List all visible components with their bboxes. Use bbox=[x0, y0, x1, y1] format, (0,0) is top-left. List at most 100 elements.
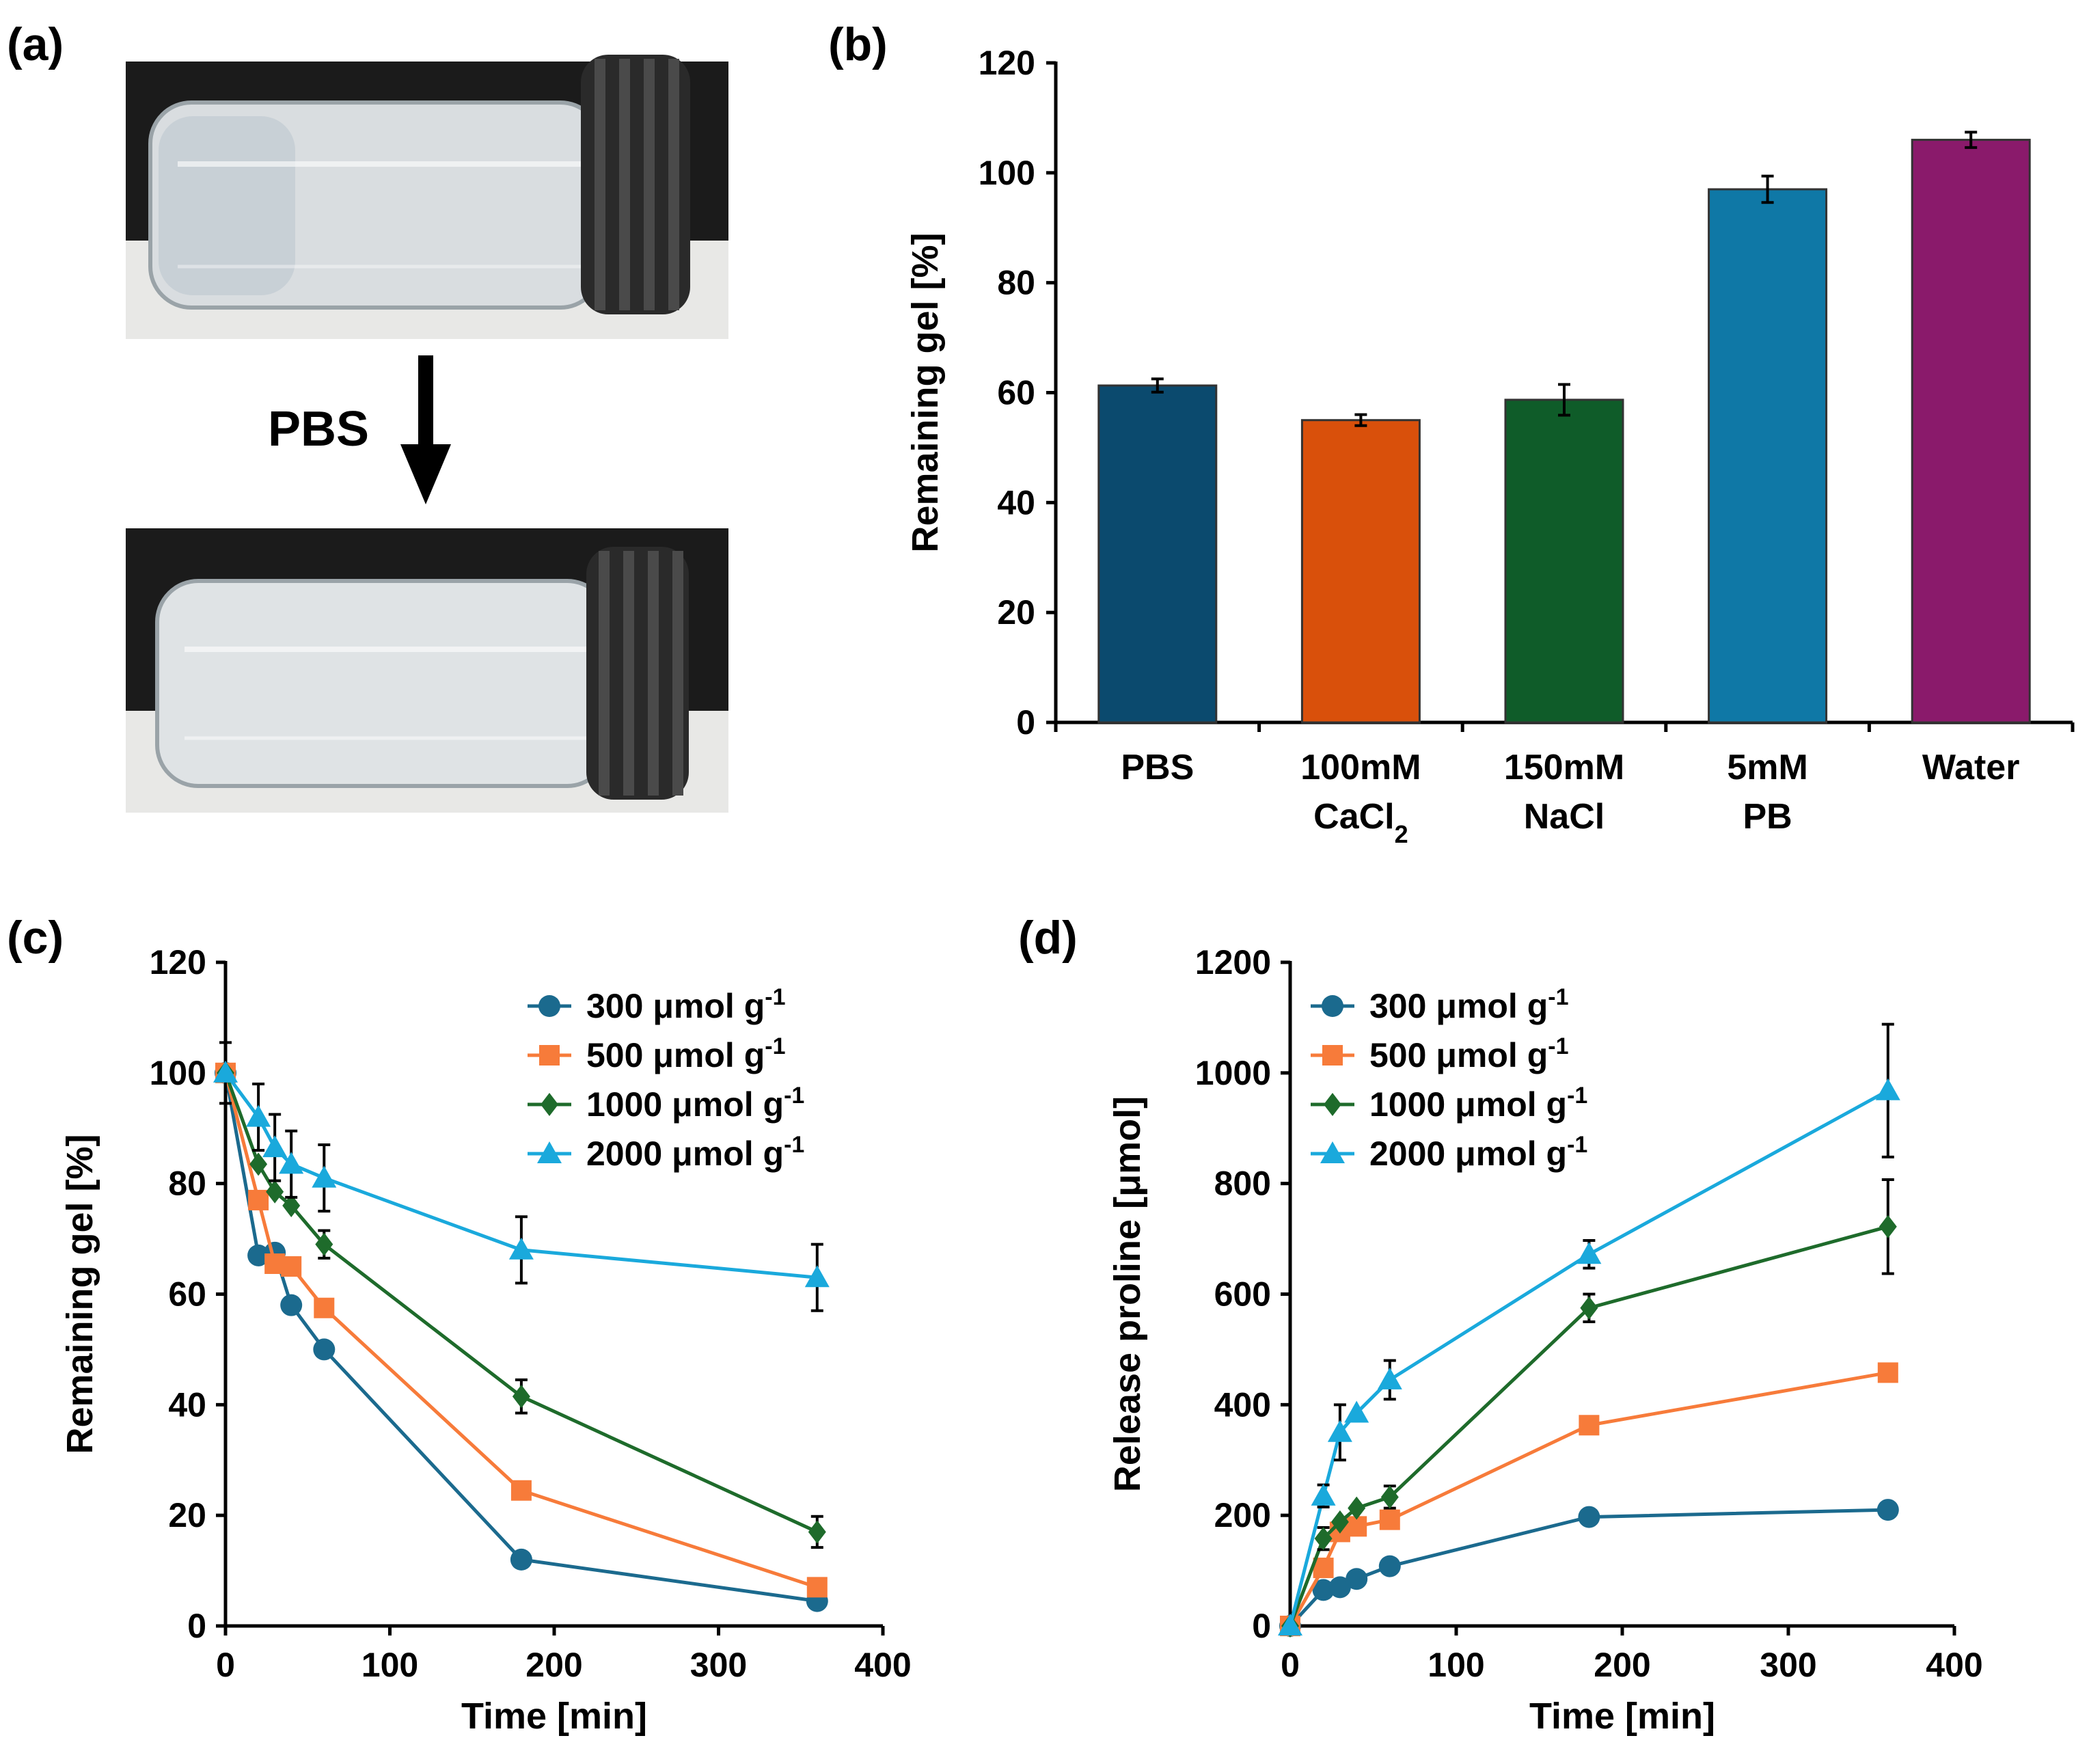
marker-triangle bbox=[312, 1165, 337, 1188]
series-1000 bbox=[1281, 1178, 1897, 1638]
panel-label-d: (d) bbox=[1018, 912, 1078, 964]
bar bbox=[1504, 398, 1624, 724]
marker-diamond bbox=[1879, 1215, 1897, 1238]
x-tick-label: 300 bbox=[690, 1646, 747, 1684]
bar bbox=[1911, 139, 2031, 724]
marker-triangle bbox=[537, 1141, 562, 1163]
marker-circle bbox=[1578, 1506, 1600, 1528]
legend-entry: 2000 μmol g-1 bbox=[1369, 1132, 1587, 1173]
y-tick-label: 80 bbox=[997, 264, 1035, 302]
marker-diamond bbox=[249, 1152, 268, 1176]
marker-square bbox=[1579, 1415, 1600, 1436]
marker-triangle bbox=[1311, 1483, 1336, 1506]
marker-circle bbox=[1328, 1576, 1351, 1599]
marker-diamond bbox=[1314, 1527, 1333, 1551]
marker-square bbox=[1379, 1509, 1400, 1530]
category-label-line2: NaCl bbox=[1524, 797, 1605, 837]
category-label: PBS bbox=[1121, 748, 1194, 787]
marker-diamond bbox=[1380, 1485, 1399, 1509]
series-2000 bbox=[213, 1041, 830, 1312]
category-label-line2: CaCl2 bbox=[1313, 797, 1408, 848]
marker-triangle bbox=[246, 1104, 271, 1127]
legend-unit: μmol g bbox=[672, 1135, 784, 1173]
marker-diamond bbox=[1324, 1093, 1341, 1116]
y-axis-title: Remaining gel [%] bbox=[59, 1134, 100, 1454]
y-tick-label: 1200 bbox=[1195, 943, 1271, 981]
legend-entry: 500 μmol g-1 bbox=[586, 1033, 786, 1074]
legend-unit-sup: -1 bbox=[765, 984, 785, 1010]
marker-circle bbox=[313, 1338, 336, 1361]
marker-diamond bbox=[1348, 1496, 1366, 1520]
marker-diamond bbox=[282, 1194, 301, 1218]
y-tick-label: 100 bbox=[150, 1054, 206, 1092]
marker-circle bbox=[1346, 1568, 1368, 1590]
marker-diamond bbox=[1330, 1510, 1349, 1534]
bar bbox=[1708, 188, 1828, 724]
x-tick-label: 100 bbox=[361, 1646, 418, 1684]
legend-unit-sup: -1 bbox=[1548, 984, 1568, 1010]
marker-triangle bbox=[1344, 1400, 1369, 1423]
marker-triangle bbox=[279, 1152, 304, 1174]
legend-entry: 1000 μmol g-1 bbox=[1369, 1083, 1587, 1124]
marker-square bbox=[1322, 1045, 1343, 1066]
y-tick-label: 20 bbox=[168, 1496, 206, 1534]
legend-value: 500 bbox=[1369, 1036, 1426, 1074]
marker-square bbox=[510, 1480, 532, 1501]
x-tick-label: 400 bbox=[1926, 1646, 1982, 1684]
y-tick-label: 0 bbox=[1252, 1607, 1271, 1645]
marker-triangle bbox=[1327, 1420, 1352, 1442]
category-label: 100mM bbox=[1300, 748, 1421, 787]
y-tick-label: 200 bbox=[1214, 1496, 1271, 1534]
marker-circle bbox=[280, 1294, 303, 1316]
legend-unit: μmol g bbox=[653, 1036, 765, 1074]
marker-circle bbox=[1876, 1499, 1899, 1521]
line-chart-release-proline: 0 200 400 600 800 1000 1200 0 100 200 300 400 Time [… bbox=[1107, 943, 1983, 1737]
legend-value: 1000 bbox=[586, 1085, 662, 1124]
legend-value: 2000 bbox=[1369, 1135, 1445, 1173]
marker-triangle bbox=[1875, 1078, 1900, 1100]
y-tick-label: 600 bbox=[1214, 1275, 1271, 1314]
y-tick-label: 80 bbox=[168, 1165, 206, 1203]
legend-entry: 300 μmol g-1 bbox=[586, 984, 786, 1025]
legend-unit-sup: -1 bbox=[1567, 1132, 1587, 1158]
marker-diamond bbox=[1580, 1296, 1598, 1320]
legend-space bbox=[643, 1036, 653, 1074]
marker-square bbox=[1877, 1362, 1898, 1383]
marker-circle bbox=[538, 995, 560, 1017]
arrow-label: PBS bbox=[268, 402, 369, 457]
photo-after: gel-vial-after bbox=[126, 528, 728, 813]
legend-unit-sup: -1 bbox=[784, 1132, 804, 1158]
series-2000 bbox=[1278, 1022, 1900, 1636]
legend-unit: μmol g bbox=[1455, 1085, 1567, 1124]
marker-square bbox=[314, 1297, 335, 1318]
legend-unit: μmol g bbox=[1436, 987, 1548, 1025]
category-label: 5mM bbox=[1727, 748, 1807, 787]
marker-triangle bbox=[213, 1060, 238, 1083]
y-tick-label: 120 bbox=[150, 943, 206, 981]
marker-triangle bbox=[1320, 1141, 1345, 1163]
legend-space bbox=[662, 1085, 672, 1124]
y-tick-label: 120 bbox=[979, 44, 1035, 82]
marker-diamond bbox=[266, 1180, 284, 1204]
y-tick-label: 40 bbox=[997, 483, 1035, 521]
legend-entry: 1000 μmol g-1 bbox=[586, 1083, 804, 1124]
y-axis-title: Release proline [μmol] bbox=[1107, 1096, 1148, 1492]
x-tick-label: 0 bbox=[216, 1646, 235, 1684]
legend-space bbox=[1445, 1085, 1455, 1124]
y-tick-label: 800 bbox=[1214, 1165, 1271, 1203]
legend-unit-sup: -1 bbox=[1548, 1033, 1568, 1059]
y-axis-title: Remaining gel [%] bbox=[905, 232, 946, 552]
bar-chart-remaining-gel: 0 20 40 60 80 100 120 Remaining gel [%] PBS 100mM… bbox=[905, 44, 2075, 848]
photo-before: gel-vial-before bbox=[126, 55, 728, 339]
marker-circle bbox=[247, 1244, 270, 1266]
x-tick-label: 300 bbox=[1760, 1646, 1816, 1684]
marker-triangle bbox=[262, 1135, 288, 1158]
marker-diamond bbox=[808, 1520, 826, 1544]
marker-diamond bbox=[315, 1232, 333, 1256]
down-arrow bbox=[400, 355, 451, 504]
marker-square bbox=[539, 1045, 560, 1066]
legend-entry: 300 μmol g-1 bbox=[1369, 984, 1569, 1025]
marker-diamond bbox=[541, 1093, 558, 1116]
marker-circle bbox=[1378, 1555, 1401, 1577]
